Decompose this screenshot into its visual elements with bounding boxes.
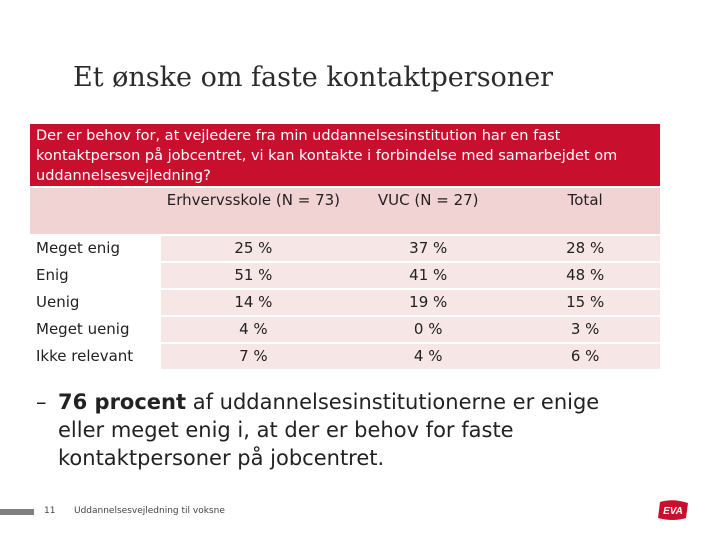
cell-total: 15 %: [510, 290, 660, 315]
bullet-emphasis: 76 procent: [58, 390, 187, 414]
row-label: Uenig: [30, 290, 161, 315]
table-header-row: Erhvervsskole (N = 73) VUC (N = 27) Tota…: [30, 188, 660, 234]
row-label: Enig: [30, 263, 161, 288]
slide-title: Et ønske om faste kontaktpersoner: [73, 62, 554, 93]
results-table: Erhvervsskole (N = 73) VUC (N = 27) Tota…: [30, 186, 660, 371]
bullet-point: –76 procent af uddannelsesinstitutionern…: [36, 388, 686, 472]
table-row: Meget uenig 4 % 0 % 3 %: [30, 317, 660, 342]
cell-total: 28 %: [510, 236, 660, 261]
table-row: Ikke relevant 7 % 4 % 6 %: [30, 344, 660, 369]
cell-total: 48 %: [510, 263, 660, 288]
bullet-text-line3: kontaktpersoner på jobcentret.: [58, 446, 385, 470]
cell-total: 3 %: [510, 317, 660, 342]
header-empty-cell: [30, 188, 161, 234]
cell-total: 6 %: [510, 344, 660, 369]
logo-text: EVA: [663, 506, 683, 517]
header-total: Total: [510, 188, 660, 234]
cell-erhvervsskole: 4 %: [160, 317, 347, 342]
cell-erhvervsskole: 51 %: [160, 263, 347, 288]
table-row: Enig 51 % 41 % 48 %: [30, 263, 660, 288]
cell-erhvervsskole: 14 %: [160, 290, 347, 315]
table-row: Meget enig 25 % 37 % 28 %: [30, 236, 660, 261]
cell-vuc: 37 %: [346, 236, 511, 261]
bullet-text-line2: eller meget enig i, at der er behov for …: [58, 418, 514, 442]
cell-vuc: 19 %: [346, 290, 511, 315]
row-label: Meget uenig: [30, 317, 161, 342]
survey-question: Der er behov for, at vejledere fra min u…: [30, 124, 660, 186]
table-row: Uenig 14 % 19 % 15 %: [30, 290, 660, 315]
cell-erhvervsskole: 7 %: [160, 344, 347, 369]
cell-erhvervsskole: 25 %: [160, 236, 347, 261]
header-erhvervsskole: Erhvervsskole (N = 73): [160, 188, 347, 234]
bullet-text-line1: af uddannelsesinstitutionerne er enige: [186, 390, 600, 414]
row-label: Meget enig: [30, 236, 161, 261]
bullet-dash: –: [36, 390, 47, 414]
header-vuc: VUC (N = 27): [346, 188, 511, 234]
page-number: 11: [44, 506, 56, 516]
footer-text: Uddannelsesvejledning til voksne: [74, 506, 225, 516]
cell-vuc: 4 %: [346, 344, 511, 369]
footer-bar: [0, 509, 34, 515]
row-label: Ikke relevant: [30, 344, 161, 369]
cell-vuc: 0 %: [346, 317, 511, 342]
eva-logo: EVA: [658, 500, 688, 520]
cell-vuc: 41 %: [346, 263, 511, 288]
